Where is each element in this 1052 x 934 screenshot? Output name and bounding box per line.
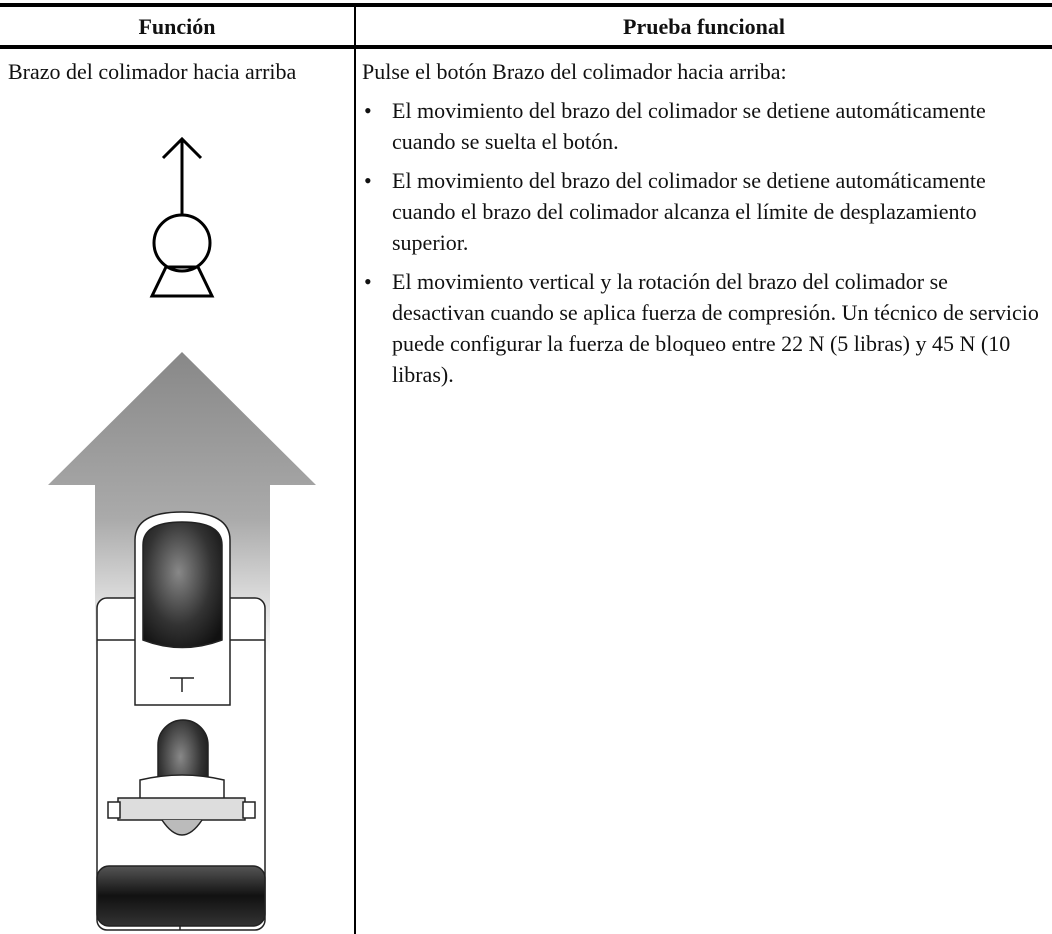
intro: Pulse el botón Brazo del colimador hacia… xyxy=(362,59,787,84)
test-cell: Pulse el botón Brazo del colimador hacia… xyxy=(362,56,1046,390)
bullet: El movimiento vertical y la rotación del… xyxy=(362,266,1046,390)
column-divider xyxy=(354,7,356,934)
bullet: El movimiento del brazo del colimador se… xyxy=(362,165,1046,258)
top-rule xyxy=(0,3,1052,7)
bullet-list: El movimiento del brazo del colimador se… xyxy=(362,95,1046,390)
header-cell: Función xyxy=(138,14,216,39)
illustration xyxy=(48,136,316,931)
header-rule xyxy=(0,45,1052,49)
direction-arrow xyxy=(48,352,316,655)
machine xyxy=(96,511,266,931)
header-cell: Prueba funcional xyxy=(623,14,785,39)
button-icon xyxy=(149,136,215,298)
bullet: El movimiento del brazo del colimador se… xyxy=(362,95,1046,157)
function-cell: Brazo del colimador hacia arriba xyxy=(8,59,297,84)
